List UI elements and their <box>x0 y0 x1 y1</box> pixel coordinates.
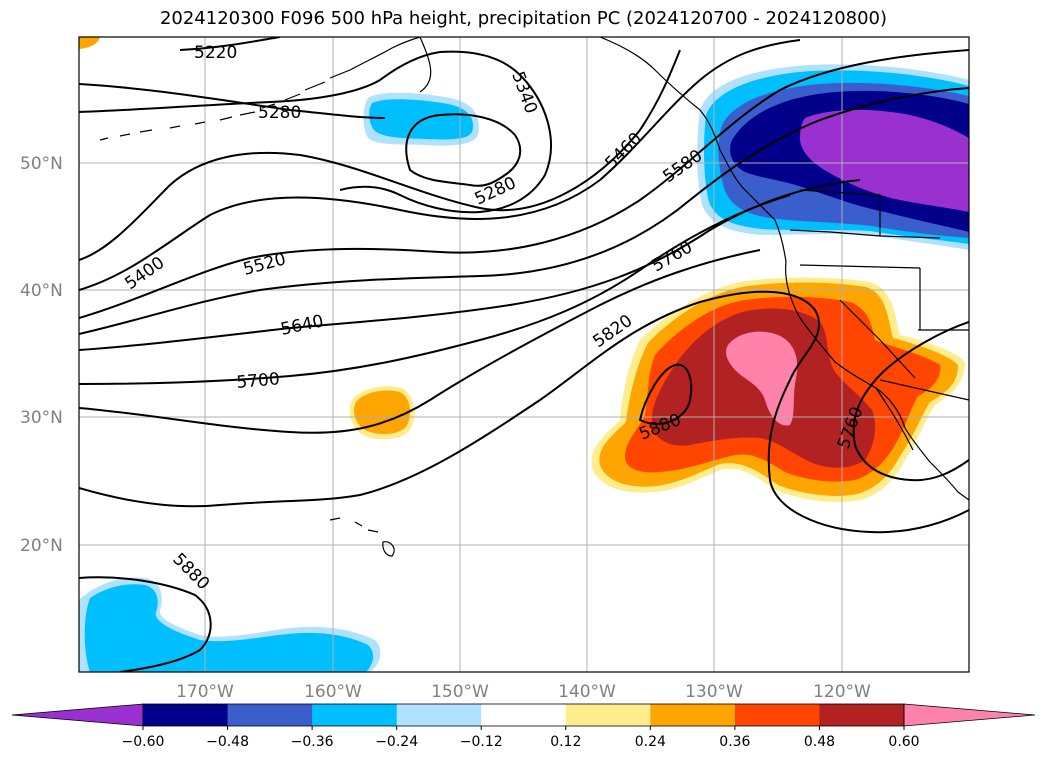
colorbar-tick-label: −0.36 <box>291 734 334 750</box>
map-frame <box>78 36 970 673</box>
colorbar-segment <box>650 704 736 726</box>
contour-5580 <box>79 87 969 335</box>
colorbar-tick-label: 0.24 <box>635 734 666 750</box>
colorbar-segment <box>819 704 905 726</box>
contour-5340 <box>79 50 552 214</box>
lat-label: 30°N <box>20 408 63 428</box>
contour-5280-low <box>405 113 522 187</box>
baja-california <box>875 387 914 451</box>
tropical-precip-cyan <box>84 584 374 672</box>
longitude-labels: 170°W 160°W 150°W 140°W 130°W 120°W <box>176 682 871 702</box>
midpacific-precip-orange <box>354 390 411 435</box>
colorbar-tick-label: −0.24 <box>375 734 418 750</box>
colorbar-outline <box>142 703 905 727</box>
colorbar-segment <box>312 704 398 726</box>
lat-label: 50°N <box>20 154 63 174</box>
precip-positive-areas <box>79 37 965 502</box>
contour-5520 <box>79 49 969 319</box>
contour-5820 <box>79 290 969 534</box>
colorbar-tick-label: 0.12 <box>550 734 581 750</box>
contour-5880-east <box>638 363 693 425</box>
contour-5280-north <box>79 83 386 119</box>
contour-5400 <box>79 49 681 261</box>
alaska-coast <box>349 37 721 151</box>
colorbar: −0.60 −0.48 −0.36 −0.24 −0.12 0.12 0.24 0.36 0.4… <box>11 703 1036 750</box>
colorbar-tick-label: −0.12 <box>460 734 503 750</box>
colorbar-extend-low <box>11 703 144 727</box>
lon-label: 140°W <box>558 682 616 702</box>
gulf-alaska-precip-cyan <box>369 99 473 140</box>
precip-negative-areas <box>79 64 969 672</box>
colorbar-tick-label: −0.60 <box>122 734 165 750</box>
colorbar-segment <box>481 704 567 726</box>
lon-label: 120°W <box>813 682 871 702</box>
colorbar-segment <box>143 704 229 726</box>
colorbar-segment <box>396 704 482 726</box>
colorbar-segment <box>227 704 313 726</box>
colorbar-segment <box>734 704 820 726</box>
lon-label: 160°W <box>304 682 362 702</box>
height-contours <box>79 37 969 672</box>
contour-5700 <box>79 194 791 385</box>
lon-label: 150°W <box>431 682 489 702</box>
contour-label: 5280 <box>258 103 301 123</box>
contour-5460 <box>79 39 801 291</box>
colorbar-tick-label: −0.48 <box>206 734 249 750</box>
colorbar-tick-label: 0.60 <box>888 734 919 750</box>
latitude-labels: 50°N 40°N 30°N 20°N <box>20 154 63 556</box>
lat-label: 40°N <box>20 281 63 301</box>
contour-label: 5220 <box>194 43 237 63</box>
lon-label: 170°W <box>176 682 234 702</box>
lon-label: 130°W <box>685 682 743 702</box>
colorbar-tick-label: 0.36 <box>719 734 750 750</box>
nw-corner-precip <box>79 37 100 49</box>
contour-5220 <box>179 37 281 51</box>
colorbar-extend-high <box>903 703 1036 727</box>
hawaii-islands <box>329 517 395 557</box>
colorbar-segment <box>565 704 651 726</box>
contour-5760-east <box>852 321 969 482</box>
contour-5880-west <box>79 576 212 672</box>
chart-title: 2024120300 F096 500 hPa height, precipit… <box>159 8 888 29</box>
contour-label: 5700 <box>236 369 281 393</box>
us-canada-border <box>789 229 941 239</box>
contour-5760-main <box>79 249 761 434</box>
graticule <box>79 37 969 672</box>
lat-label: 20°N <box>20 536 63 556</box>
colorbar-tick-label: 0.48 <box>804 734 835 750</box>
